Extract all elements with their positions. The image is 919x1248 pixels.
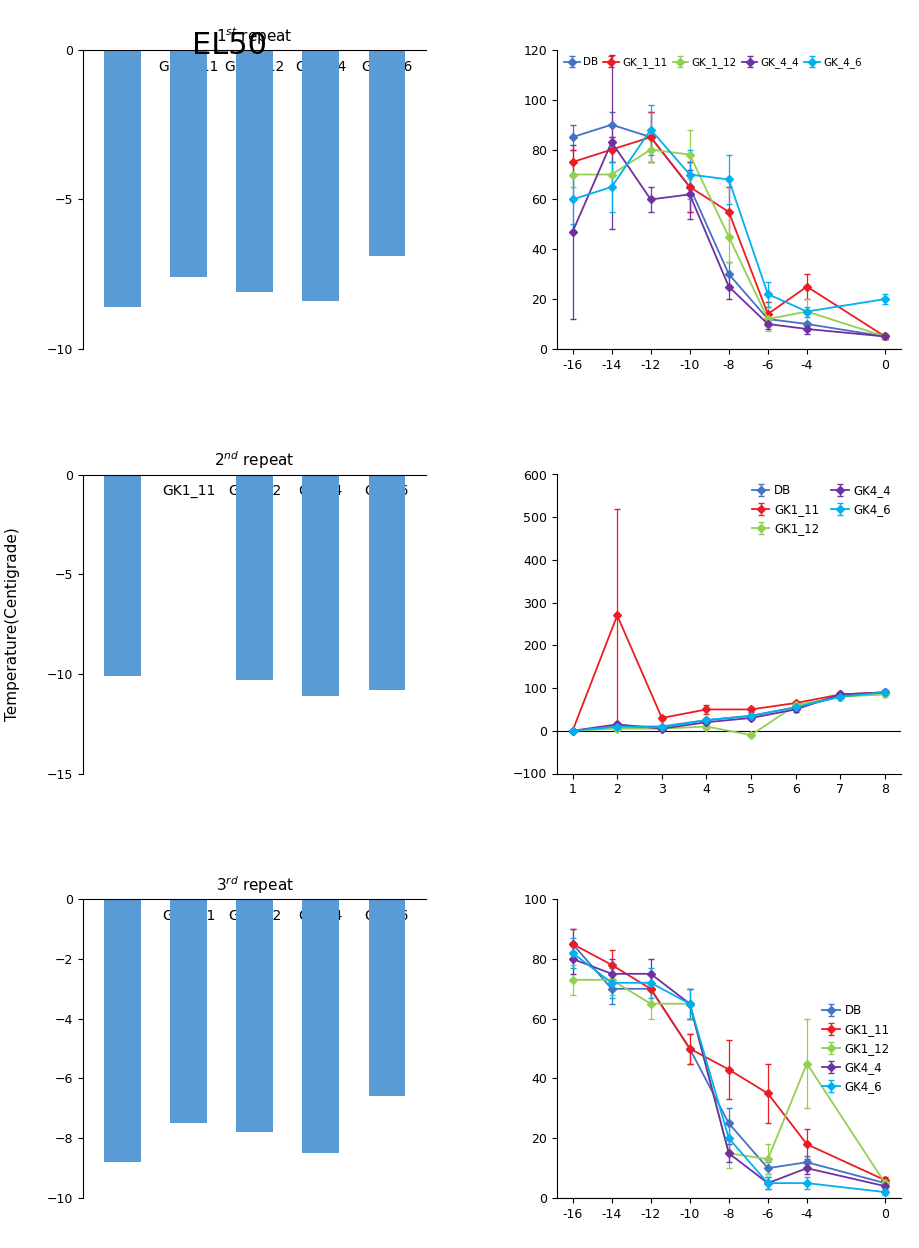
- Bar: [302, 50, 339, 301]
- Text: Temperature(Centigrade): Temperature(Centigrade): [5, 527, 19, 721]
- Legend: DB, GK_1_11, GK_1_12, GK_4_4, GK_4_6: DB, GK_1_11, GK_1_12, GK_4_4, GK_4_6: [562, 55, 864, 70]
- Bar: [236, 474, 273, 680]
- Bar: [369, 50, 405, 256]
- Bar: [104, 899, 141, 1162]
- Bar: [236, 899, 273, 1132]
- Bar: [170, 50, 207, 277]
- Bar: [369, 474, 405, 690]
- Bar: [236, 50, 273, 292]
- Bar: [104, 474, 141, 676]
- Bar: [170, 899, 207, 1123]
- Bar: [369, 899, 405, 1097]
- Title: 2$^{nd}$ repeat: 2$^{nd}$ repeat: [214, 449, 295, 472]
- Bar: [104, 50, 141, 307]
- Text: EL50: EL50: [192, 31, 267, 60]
- Bar: [302, 899, 339, 1153]
- Legend: DB, GK1_11, GK1_12, GK4_4, GK4_6: DB, GK1_11, GK1_12, GK4_4, GK4_6: [748, 480, 895, 538]
- Legend: DB, GK1_11, GK1_12, GK4_4, GK4_6: DB, GK1_11, GK1_12, GK4_4, GK4_6: [818, 1000, 895, 1097]
- Bar: [302, 474, 339, 696]
- Title: 3$^{rd}$ repeat: 3$^{rd}$ repeat: [216, 874, 293, 896]
- Title: 1$^{st}$ repeat: 1$^{st}$ repeat: [216, 25, 293, 46]
